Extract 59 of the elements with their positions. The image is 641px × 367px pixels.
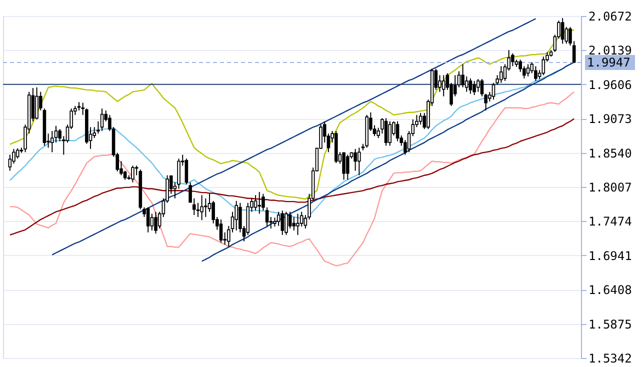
candlestick xyxy=(219,219,223,244)
candlestick xyxy=(461,64,464,88)
candlestick xyxy=(284,211,288,236)
candlestick xyxy=(346,154,350,180)
y-tick-label: 1.9073 xyxy=(588,112,632,126)
candlestick xyxy=(254,194,258,212)
candlestick xyxy=(296,213,300,236)
candlestick xyxy=(384,118,388,146)
candlestick xyxy=(526,64,530,77)
candlestick xyxy=(568,26,572,46)
candlestick xyxy=(258,191,262,214)
candlestick xyxy=(442,74,446,97)
candlestick xyxy=(134,165,138,176)
candlestick xyxy=(35,86,38,120)
y-tick-label: 1.6408 xyxy=(588,283,632,298)
candlestick xyxy=(534,66,538,82)
y-tick-label: 1.8540 xyxy=(588,146,632,160)
candlestick xyxy=(542,56,546,76)
candlestick xyxy=(16,148,20,160)
candlestick xyxy=(131,165,134,183)
y-tick-label: 1.9606 xyxy=(588,78,632,92)
candlestick xyxy=(418,112,422,126)
candlestick xyxy=(560,18,564,44)
candlestick xyxy=(396,120,400,142)
line-series xyxy=(9,91,575,266)
y-tick-label: 1.6941 xyxy=(588,248,632,263)
candlestick xyxy=(200,194,204,221)
candlestick xyxy=(354,148,357,172)
candlestick xyxy=(280,210,284,236)
candlestick xyxy=(468,78,472,94)
y-tick-label: 1.8007 xyxy=(588,180,632,194)
y-tick-label: 1.5342 xyxy=(588,352,632,366)
y-tick-label: 1.7474 xyxy=(588,214,632,229)
candlestick xyxy=(50,130,54,153)
y-tick-label: 2.0139 xyxy=(588,44,632,58)
candlestick xyxy=(476,78,480,92)
candlestick xyxy=(8,154,12,172)
candlestick xyxy=(292,216,296,231)
candlestick xyxy=(146,206,150,233)
candlestick xyxy=(492,82,496,100)
candlestick xyxy=(388,120,392,146)
line-series xyxy=(52,18,536,256)
candlestick xyxy=(472,80,476,96)
candlestick xyxy=(100,108,104,132)
y-tick-label: 1.5875 xyxy=(588,317,632,332)
candlestick xyxy=(288,211,292,230)
y-tick-label: 2.0672 xyxy=(588,10,632,24)
candlestick xyxy=(342,152,346,180)
candlestick xyxy=(54,125,58,144)
candlestick xyxy=(204,198,208,218)
candlestick xyxy=(358,147,361,176)
candlestick xyxy=(184,158,188,185)
line-series xyxy=(9,118,575,236)
candlestick xyxy=(154,211,158,234)
candlestick xyxy=(234,200,238,231)
candlestick xyxy=(500,66,503,84)
ref-line-label: 1.9947 xyxy=(587,56,630,70)
candlestick xyxy=(196,202,200,218)
candlestick xyxy=(511,52,514,67)
